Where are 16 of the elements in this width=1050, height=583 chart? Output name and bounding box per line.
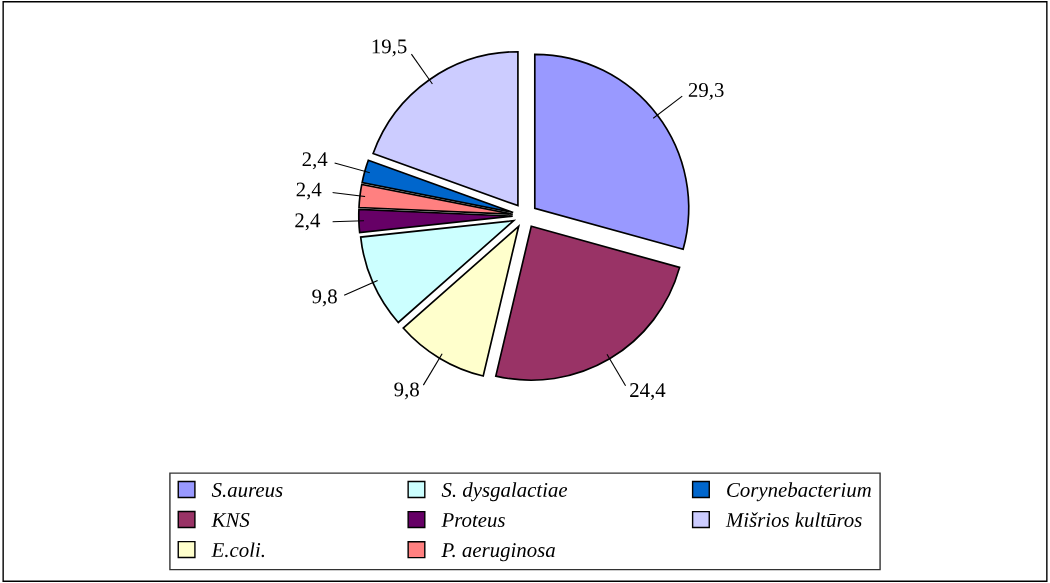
legend-label: KNS: [211, 512, 250, 527]
data-label: 2,4: [302, 152, 328, 170]
data-label: 9,8: [312, 289, 337, 307]
legend-label: P. aeruginosa: [441, 543, 555, 562]
data-label: 29,3: [688, 82, 724, 100]
data-label: 2,4: [296, 182, 322, 200]
data-label: 19,5: [372, 39, 407, 57]
legend-label: E.coli.: [211, 542, 265, 558]
legend-label: S.aureus: [211, 482, 283, 498]
data-label: 24,4: [630, 383, 666, 401]
data-label: 9,8: [394, 382, 419, 400]
legend-label: S. dysgalactiae: [441, 482, 568, 502]
legend-label: Corynebacterium: [727, 482, 871, 502]
legend-label: Proteus: [441, 513, 505, 528]
legend-label: Mišrios kultūros: [725, 512, 862, 528]
data-label: 2,4: [295, 213, 321, 231]
